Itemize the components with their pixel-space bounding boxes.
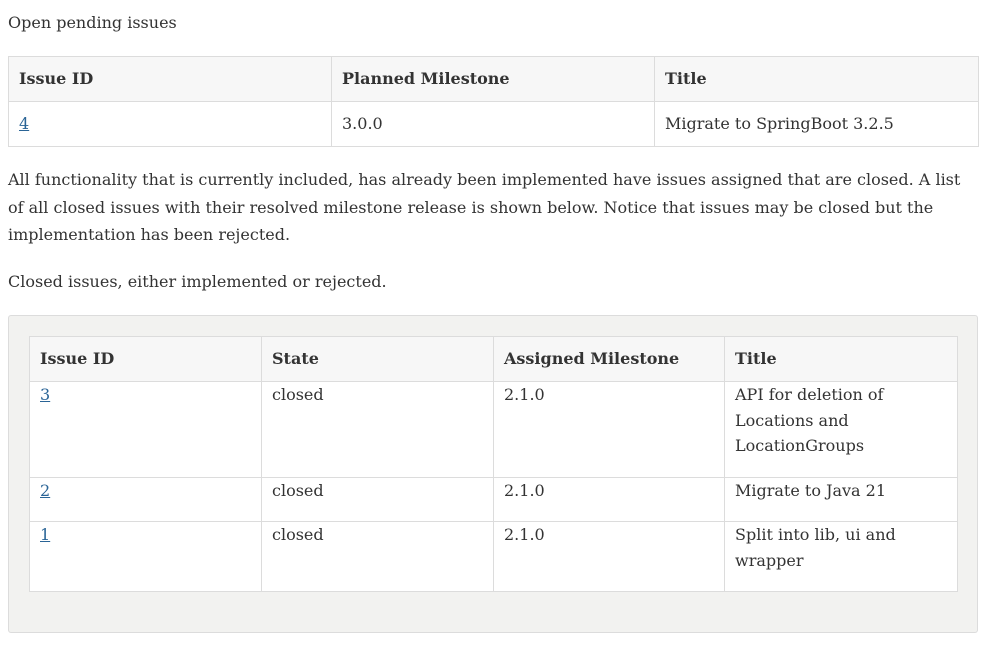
table-row: 2 closed 2.1.0 Migrate to Java 21 — [29, 477, 958, 522]
state-cell: closed — [261, 381, 494, 478]
state-cell: closed — [261, 521, 494, 592]
open-issues-heading: Open pending issues — [8, 13, 177, 32]
issue-link[interactable]: 1 — [40, 525, 51, 544]
issue-id-cell: 2 — [29, 477, 262, 522]
milestone-cell: 2.1.0 — [493, 521, 725, 592]
closed-issues-panel: Issue ID State Assigned Milestone Title … — [8, 315, 978, 633]
closed-issues-table: Issue ID State Assigned Milestone Title … — [29, 336, 958, 592]
table-header-row: Issue ID Planned Milestone Title — [8, 56, 979, 102]
column-header-state: State — [261, 336, 494, 382]
closed-issues-heading: Closed issues, either implemented or rej… — [8, 272, 387, 291]
intro-paragraph: All functionality that is currently incl… — [8, 170, 961, 244]
column-header-title: Title — [724, 336, 958, 382]
title-cell: Split into lib, ui and wrapper — [724, 521, 958, 592]
table-row: 3 closed 2.1.0 API for deletion of Locat… — [29, 381, 958, 478]
state-cell: closed — [261, 477, 494, 522]
issue-id-cell: 4 — [8, 101, 332, 147]
milestone-cell: 2.1.0 — [493, 381, 725, 478]
table-header-row: Issue ID State Assigned Milestone Title — [29, 336, 958, 382]
milestone-cell: 2.1.0 — [493, 477, 725, 522]
column-header-title: Title — [654, 56, 979, 102]
table-row: 4 3.0.0 Migrate to SpringBoot 3.2.5 — [8, 101, 979, 147]
column-header-assigned-milestone: Assigned Milestone — [493, 336, 725, 382]
issue-id-cell: 3 — [29, 381, 262, 478]
issue-link[interactable]: 4 — [19, 114, 30, 133]
title-cell: Migrate to Java 21 — [724, 477, 958, 522]
milestone-cell: 3.0.0 — [331, 101, 655, 147]
column-header-planned-milestone: Planned Milestone — [331, 56, 655, 102]
column-header-issue-id: Issue ID — [29, 336, 262, 382]
issue-id-cell: 1 — [29, 521, 262, 592]
title-cell: API for deletion of Locations and Locati… — [724, 381, 958, 478]
table-row: 1 closed 2.1.0 Split into lib, ui and wr… — [29, 521, 958, 592]
issue-link[interactable]: 2 — [40, 481, 51, 500]
title-cell: Migrate to SpringBoot 3.2.5 — [654, 101, 979, 147]
open-issues-table: Issue ID Planned Milestone Title 4 3.0.0… — [8, 56, 979, 147]
issue-link[interactable]: 3 — [40, 385, 51, 404]
column-header-issue-id: Issue ID — [8, 56, 332, 102]
